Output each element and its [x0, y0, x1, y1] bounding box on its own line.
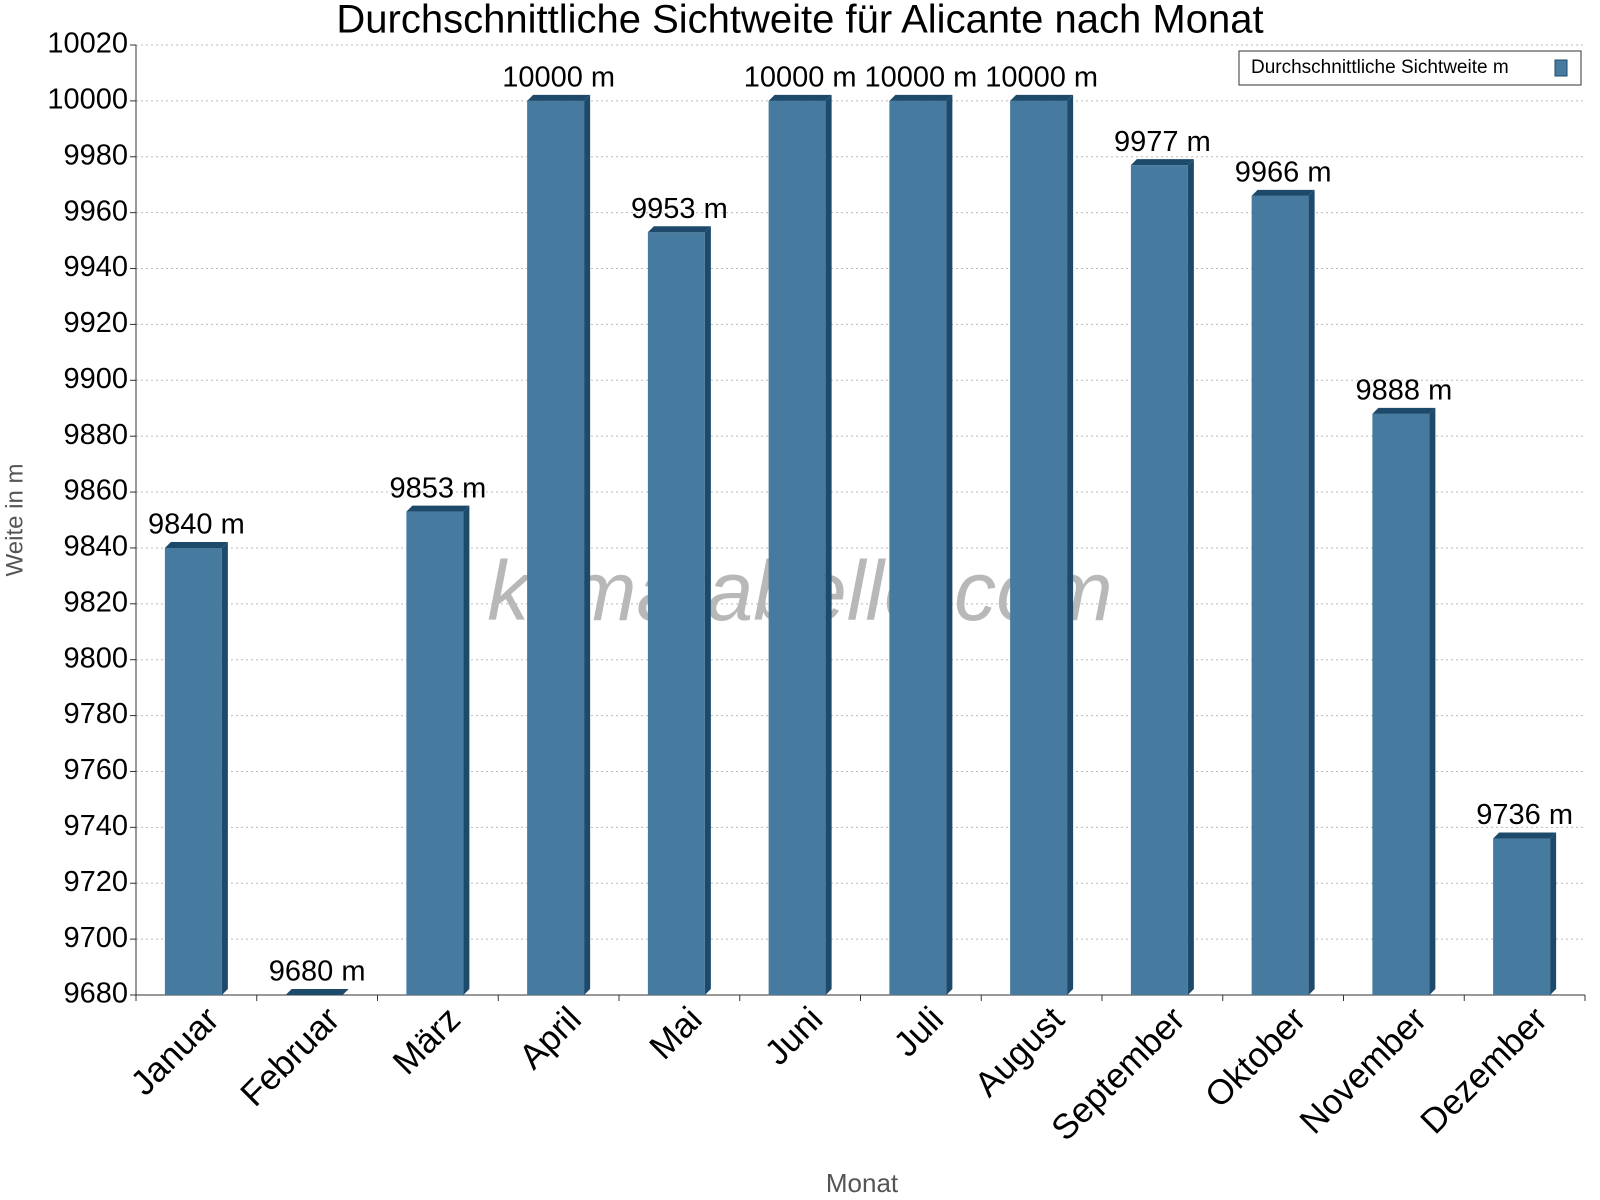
y-tick-label: 9840: [63, 531, 128, 563]
bar-side: [1308, 189, 1315, 996]
x-tick-label: Dezember: [1413, 999, 1555, 1141]
bar-side: [584, 94, 591, 996]
x-tick-label: März: [385, 1000, 468, 1083]
y-tick-label: 9740: [63, 810, 128, 842]
bar-front: [768, 100, 826, 996]
bar: [527, 94, 591, 996]
bar-front: [164, 547, 222, 995]
y-tick-label: 9900: [63, 363, 128, 395]
value-label: 10000 m: [864, 62, 977, 94]
y-tick-label: 9860: [63, 475, 128, 507]
bar-side: [463, 505, 470, 995]
y-tick-label: 9760: [63, 754, 128, 786]
y-tick-label: 9980: [63, 139, 128, 171]
bar: [889, 94, 953, 996]
chart-title: Durchschnittliche Sichtweite für Alicant…: [336, 0, 1263, 42]
bar-front: [1372, 413, 1430, 996]
bar: [768, 94, 832, 996]
bar: [647, 226, 711, 996]
value-label: 9736 m: [1476, 799, 1573, 831]
x-tick-label: August: [967, 999, 1072, 1104]
value-label: 10000 m: [744, 62, 857, 94]
y-tick-label: 9880: [63, 419, 128, 451]
bar-top: [1251, 189, 1315, 196]
y-tick-label: 9780: [63, 698, 128, 730]
bar-front: [527, 100, 585, 996]
x-tick-label: Januar: [123, 999, 226, 1102]
bar-top: [1493, 832, 1557, 839]
bar-side: [825, 94, 832, 996]
y-tick-label: 9960: [63, 195, 128, 227]
y-tick-label: 9940: [63, 251, 128, 283]
x-tick-label: Juli: [886, 1000, 951, 1065]
bar: [164, 541, 228, 995]
value-label: 9977 m: [1114, 126, 1211, 158]
bar: [1010, 94, 1074, 996]
x-tick-label: Juni: [757, 1000, 830, 1073]
bar-side: [704, 226, 711, 996]
bar-top: [1372, 407, 1436, 414]
value-label: 10000 m: [502, 62, 615, 94]
value-label: 9888 m: [1356, 374, 1453, 406]
bar-front: [647, 232, 705, 996]
x-axis-label: Monat: [826, 1168, 899, 1198]
bar-top: [285, 989, 349, 995]
value-label: 9840 m: [148, 509, 245, 541]
x-tick-label: Mai: [642, 1000, 709, 1067]
bar-front: [1010, 100, 1068, 996]
y-tick-label: 9720: [63, 866, 128, 898]
legend-label: Durchschnittliche Sichtweite m: [1251, 57, 1509, 78]
value-label: 9680 m: [269, 956, 366, 988]
x-tick-label: November: [1292, 999, 1434, 1141]
bar: [1493, 832, 1557, 995]
legend-box: [1238, 50, 1582, 86]
bar-top: [527, 94, 591, 101]
bar-top: [1010, 94, 1074, 101]
bar-top: [768, 94, 832, 101]
x-tick-label: Oktober: [1198, 999, 1314, 1115]
value-label: 9966 m: [1235, 157, 1332, 189]
bar-side: [946, 94, 953, 996]
bar-side: [221, 541, 228, 995]
bar-top: [406, 505, 470, 512]
bar-front: [1251, 195, 1309, 996]
y-axis-label: Weite in m: [1, 464, 28, 577]
y-tick-label: 10020: [47, 28, 128, 60]
y-tick-label: 10000: [47, 84, 128, 116]
bar-top: [164, 541, 228, 548]
bar-front: [1130, 165, 1188, 995]
y-tick-label: 9800: [63, 642, 128, 674]
value-label: 9853 m: [390, 472, 487, 504]
y-tick-label: 9680: [63, 978, 128, 1010]
bar: [1130, 159, 1194, 995]
bar: [285, 989, 349, 995]
y-tick-label: 9820: [63, 586, 128, 618]
bar-front: [1493, 838, 1551, 995]
bar: [1372, 407, 1436, 996]
bar-side: [1550, 832, 1557, 995]
legend-swatch: [1554, 59, 1568, 77]
bar-side: [1067, 94, 1074, 996]
value-label: 9953 m: [631, 193, 728, 225]
bar-top: [1130, 159, 1194, 166]
bar-side: [1429, 407, 1436, 996]
bar: [406, 505, 470, 995]
y-tick-label: 9700: [63, 922, 128, 954]
bar-front: [406, 511, 464, 995]
bar-front: [889, 100, 947, 996]
y-tick-label: 9920: [63, 307, 128, 339]
bar-top: [889, 94, 953, 101]
x-tick-label: Februar: [233, 999, 347, 1113]
value-label: 10000 m: [985, 62, 1098, 94]
x-tick-label: April: [512, 1000, 589, 1077]
bar-top: [647, 226, 711, 233]
bar-side: [1187, 159, 1194, 995]
bar: [1251, 189, 1315, 996]
